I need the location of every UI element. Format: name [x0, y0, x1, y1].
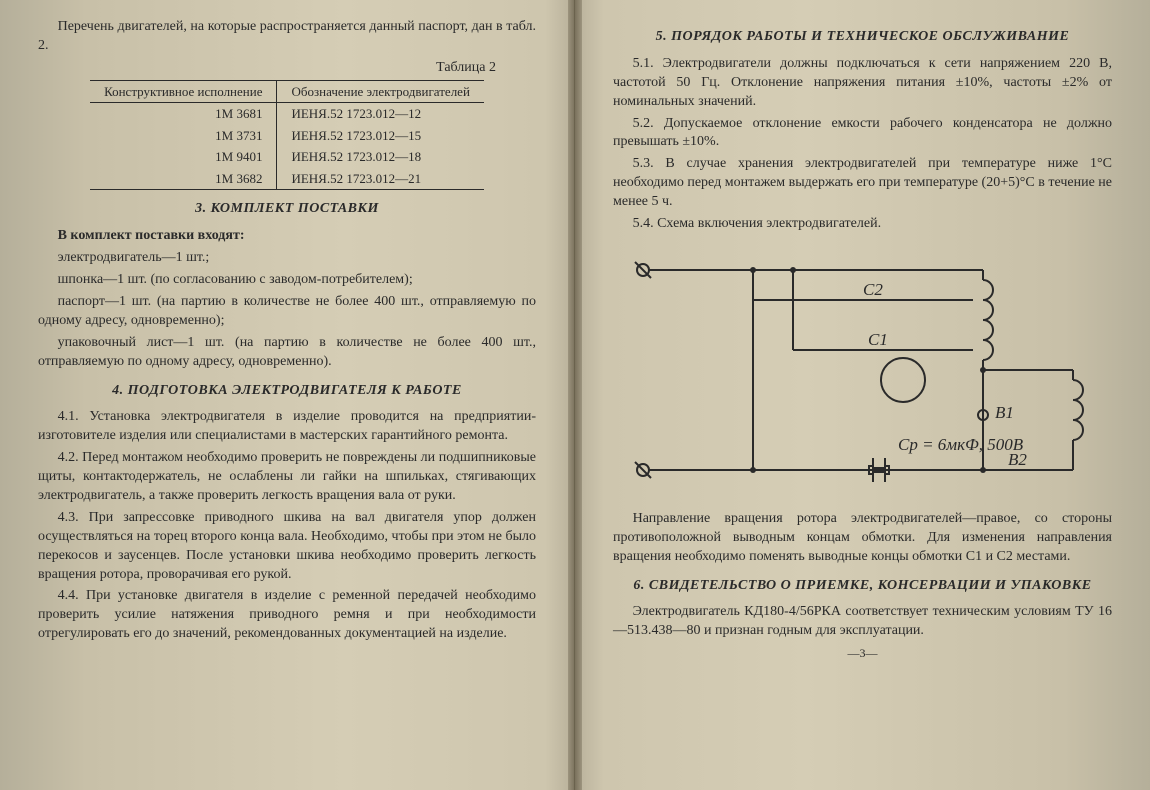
label-cap: Ср = 6мкФ, 500В [898, 435, 1024, 454]
section-3-title: 3. КОМПЛЕКТ ПОСТАВКИ [38, 200, 536, 219]
motors-table: Конструктивное исполнение Обозначение эл… [90, 80, 484, 191]
right-page: 5. ПОРЯДОК РАБОТЫ И ТЕХНИЧЕСКОЕ ОБСЛУЖИВ… [575, 0, 1150, 790]
label-c1: С1 [868, 330, 888, 349]
s3-item: шпонка—1 шт. (по согласованию с заводом-… [38, 271, 536, 290]
table-row: 1М 9401ИЕНЯ.52 1723.012—18 [90, 146, 484, 168]
wiring-schematic: С2 С1 В1 В2 Ср = 6мкФ, 500В [623, 240, 1103, 500]
table-label: Таблица 2 [38, 59, 496, 78]
s4-item: 4.3. При запрессовке приводного шкива на… [38, 509, 536, 585]
left-page: Перечень двигателей, на которые распрост… [0, 0, 575, 790]
s4-item: 4.2. Перед монтажом необходимо проверить… [38, 449, 536, 506]
th-designation: Обозначение электродвигателей [277, 80, 484, 103]
table-row: 1М 3731ИЕНЯ.52 1723.012—15 [90, 125, 484, 147]
section-5-title: 5. ПОРЯДОК РАБОТЫ И ТЕХНИЧЕСКОЕ ОБСЛУЖИВ… [613, 28, 1112, 47]
intro-text: Перечень двигателей, на которые распрост… [38, 18, 536, 56]
s4-item: 4.1. Установка электродвигателя в издели… [38, 408, 536, 446]
section-4-title: 4. ПОДГОТОВКА ЭЛЕКТРОДВИГАТЕЛЯ К РАБОТЕ [38, 382, 536, 401]
page-number: —3— [613, 645, 1112, 661]
table-row: 1М 3682ИЕНЯ.52 1723.012—21 [90, 168, 484, 190]
s3-item: паспорт—1 шт. (на партию в количестве не… [38, 293, 536, 331]
s3-item: электродвигатель—1 шт.; [38, 249, 536, 268]
th-construction: Конструктивное исполнение [90, 80, 277, 103]
s5-item: 5.2. Допускаемое отклонение емкости рабо… [613, 115, 1112, 153]
rotation-note: Направление вращения ротора электродвига… [613, 510, 1112, 567]
s5-item: 5.3. В случае хранения электродвигателей… [613, 155, 1112, 212]
label-b1: В1 [995, 403, 1014, 422]
s5-item: 5.1. Электродвигатели должны подключатьс… [613, 55, 1112, 112]
s3-item: упаковочный лист—1 шт. (на партию в коли… [38, 334, 536, 372]
s6-text: Электродвигатель КД180-4/56РКА соответст… [613, 603, 1112, 641]
s3-lead: В комплект поставки входят: [38, 227, 536, 246]
s4-item: 4.4. При установке двигателя в изделие с… [38, 587, 536, 644]
table-row: 1М 3681ИЕНЯ.52 1723.012—12 [90, 103, 484, 125]
s5-item: 5.4. Схема включения электродвигателей. [613, 215, 1112, 234]
section-6-title: 6. СВИДЕТЕЛЬСТВО О ПРИЕМКЕ, КОНСЕРВАЦИИ … [613, 577, 1112, 596]
book-spine [568, 0, 582, 790]
label-c2: С2 [863, 280, 883, 299]
